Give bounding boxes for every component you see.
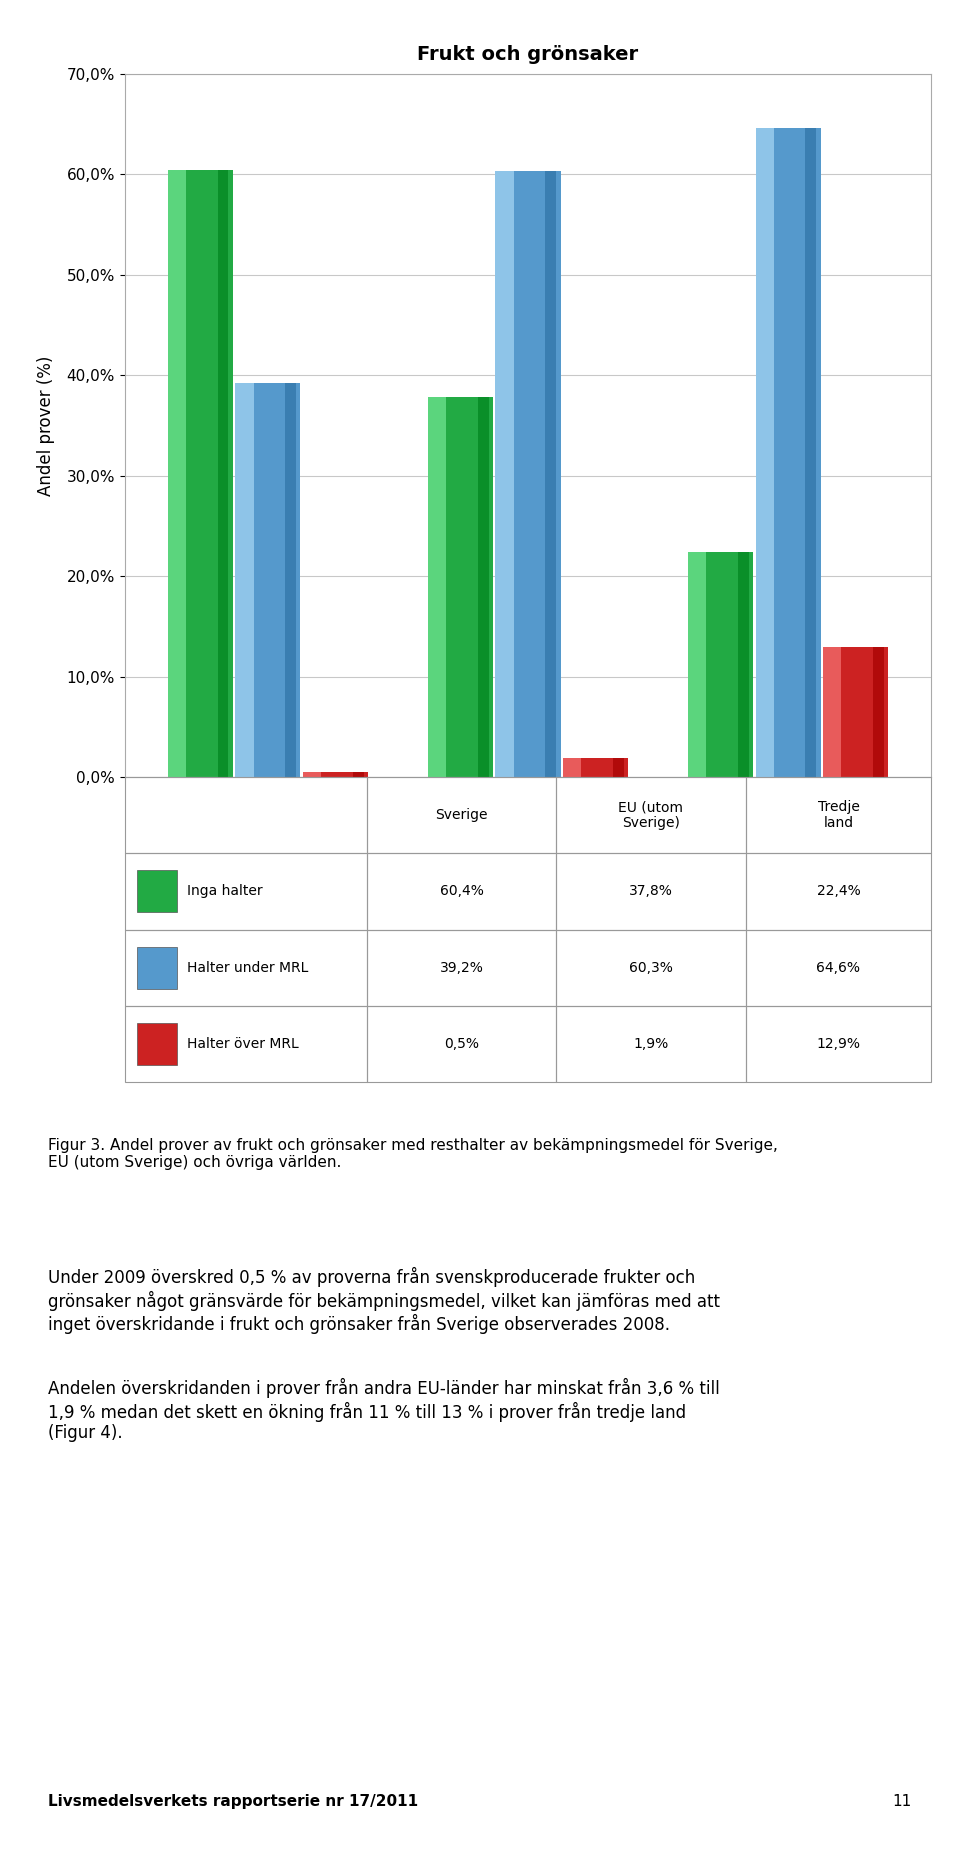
Bar (746, 929, 931, 1006)
Text: 64,6%: 64,6% (816, 960, 860, 975)
Bar (556, 1006, 746, 1082)
Bar (125, 929, 367, 1006)
Bar (285, 383, 296, 777)
Text: Inga halter: Inga halter (187, 884, 262, 899)
Text: Tredje
land: Tredje land (818, 799, 859, 831)
Text: 60,3%: 60,3% (629, 960, 673, 975)
Bar (495, 172, 514, 777)
Bar (746, 777, 931, 853)
Y-axis label: Andel prover (%): Andel prover (%) (37, 355, 56, 496)
Text: 1,9%: 1,9% (634, 1038, 668, 1051)
Bar (367, 853, 556, 929)
Bar (824, 648, 888, 777)
Bar (495, 172, 561, 777)
Bar (428, 398, 492, 777)
Bar (125, 1006, 367, 1082)
Bar (125, 853, 367, 929)
Text: 11: 11 (893, 1794, 912, 1809)
Bar (168, 170, 186, 777)
Bar (353, 771, 364, 777)
Text: 12,9%: 12,9% (816, 1038, 860, 1051)
Text: 37,8%: 37,8% (629, 884, 673, 899)
Bar (428, 398, 446, 777)
Bar (303, 771, 368, 777)
Text: Sverige: Sverige (435, 808, 488, 821)
Bar (303, 771, 322, 777)
Bar (478, 398, 489, 777)
Text: Halter under MRL: Halter under MRL (187, 960, 308, 975)
Bar (235, 383, 253, 777)
Bar (168, 170, 232, 777)
Text: EU (utom
Sverige): EU (utom Sverige) (618, 799, 684, 831)
Bar (556, 929, 746, 1006)
Bar (556, 853, 746, 929)
Bar (367, 929, 556, 1006)
Bar (367, 1006, 556, 1082)
Bar (367, 777, 556, 853)
Bar (137, 947, 178, 988)
Bar (137, 1023, 178, 1066)
Bar (805, 128, 816, 777)
Bar (235, 383, 300, 777)
Bar (125, 777, 367, 853)
Bar (688, 551, 707, 777)
Bar (688, 551, 753, 777)
Title: Frukt och grönsaker: Frukt och grönsaker (418, 44, 638, 65)
Text: 60,4%: 60,4% (440, 884, 484, 899)
Bar (545, 172, 556, 777)
Bar (564, 758, 582, 777)
Text: Figur 3. Andel prover av frukt och grönsaker med resthalter av bekämpningsmedel : Figur 3. Andel prover av frukt och gröns… (48, 1138, 778, 1171)
Bar (738, 551, 749, 777)
Text: Under 2009 överskred 0,5 % av proverna från svenskproducerade frukter och
grönsa: Under 2009 överskred 0,5 % av proverna f… (48, 1267, 720, 1334)
Bar (746, 853, 931, 929)
Bar (612, 758, 624, 777)
Bar (756, 128, 774, 777)
Text: 22,4%: 22,4% (817, 884, 860, 899)
Bar (746, 1006, 931, 1082)
Bar (137, 871, 178, 912)
Bar (218, 170, 228, 777)
Text: 39,2%: 39,2% (440, 960, 484, 975)
Bar (824, 648, 842, 777)
Bar (756, 128, 821, 777)
Bar (873, 648, 884, 777)
Text: Halter över MRL: Halter över MRL (187, 1038, 299, 1051)
Bar (564, 758, 628, 777)
Bar (556, 777, 746, 853)
Text: Livsmedelsverkets rapportserie nr 17/2011: Livsmedelsverkets rapportserie nr 17/201… (48, 1794, 419, 1809)
Text: Andelen överskridanden i prover från andra EU-länder har minskat från 3,6 % till: Andelen överskridanden i prover från and… (48, 1378, 720, 1443)
Text: 0,5%: 0,5% (444, 1038, 479, 1051)
